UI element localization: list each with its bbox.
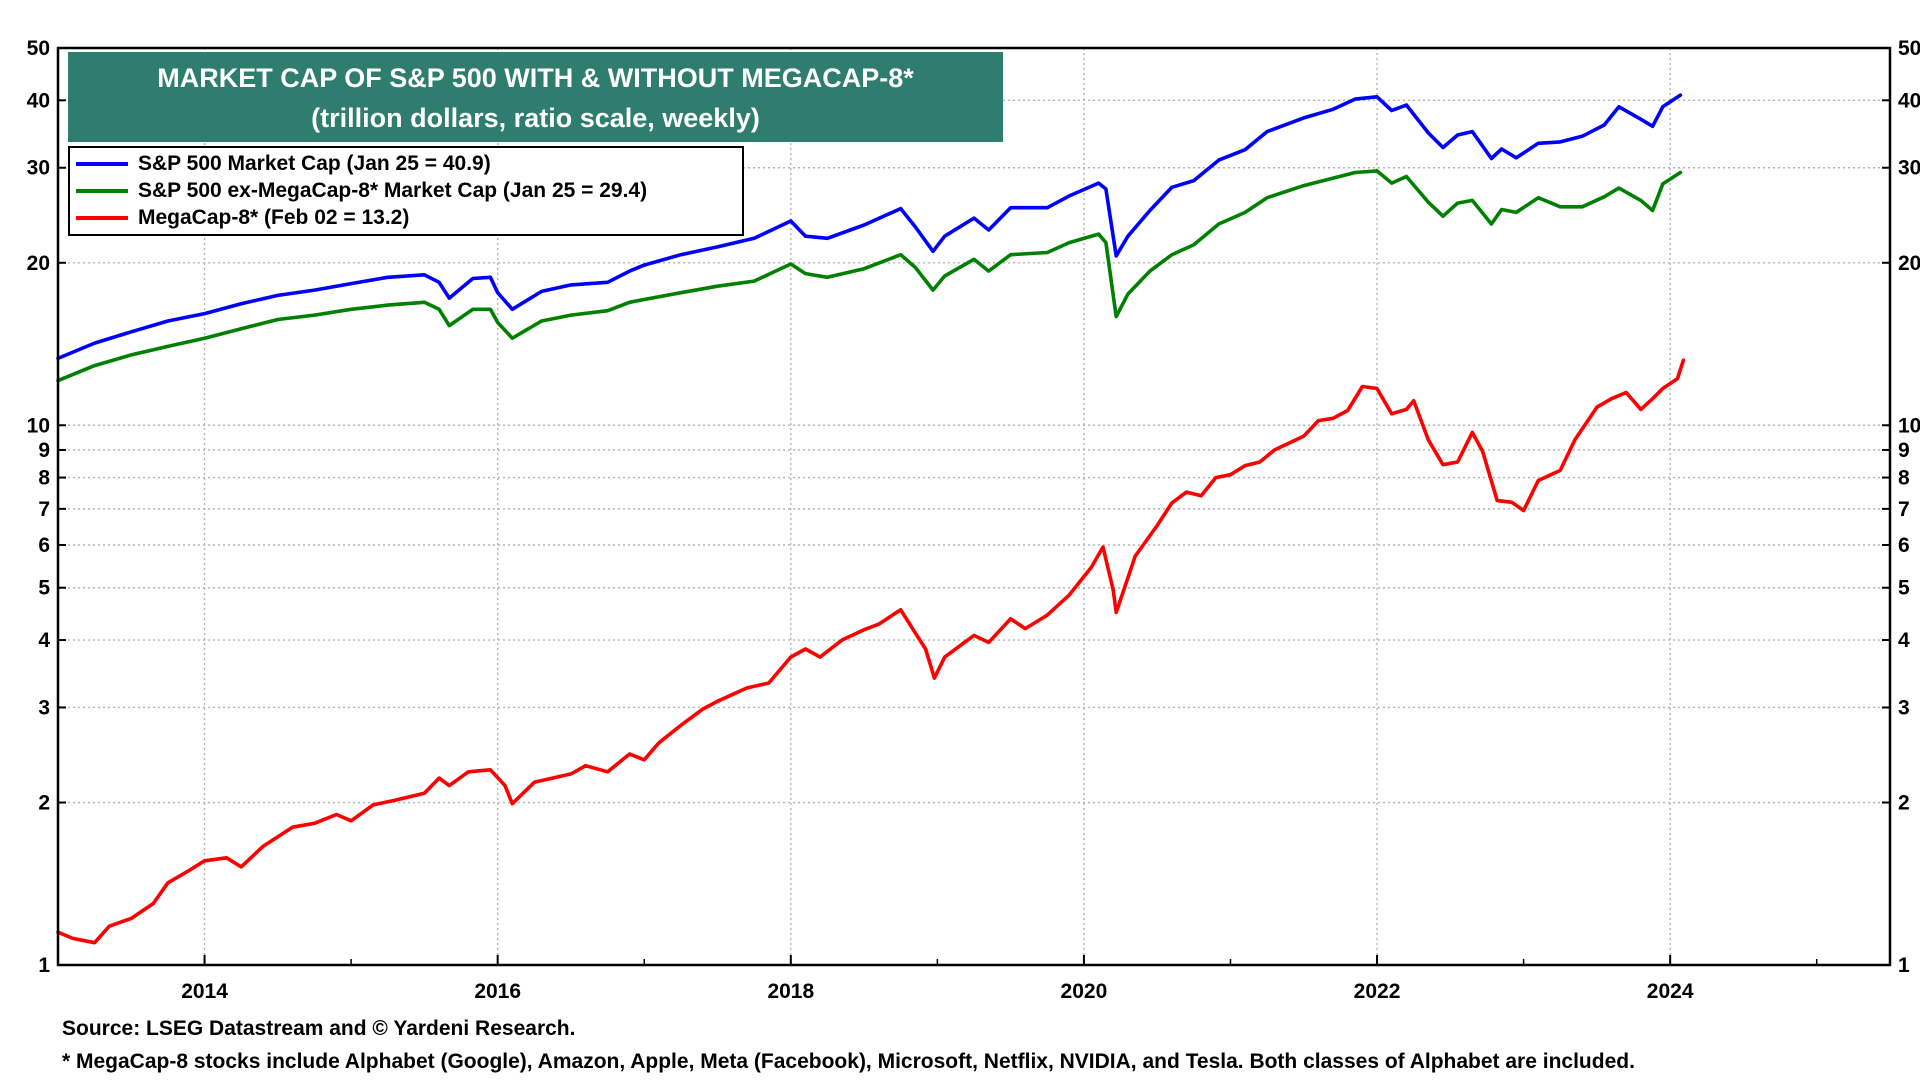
y-tick-label-right: 5 [1898,577,1910,600]
y-tick-label-right: 50 [1898,37,1920,60]
y-tick-label-right: 10 [1898,414,1920,437]
plot-frame [56,46,1892,967]
x-tick-label: 2022 [1354,980,1401,1003]
x-tick-label: 2024 [1647,980,1694,1003]
y-tick-label-left: 9 [38,439,50,462]
legend-swatch-megacap [76,215,128,220]
y-tick-label-right: 4 [1898,629,1910,652]
legend-swatch-ex-megacap [76,188,128,193]
legend-label-ex-megacap: S&P 500 ex-MegaCap-8* Market Cap (Jan 25… [138,178,648,202]
y-tick-label-left: 4 [38,629,50,652]
series-line-1 [56,93,1683,361]
chart-title: MARKET CAP OF S&P 500 WITH & WITHOUT MEG… [157,63,914,93]
y-tick-label-right: 3 [1898,696,1910,719]
y-tick-label-right: 8 [1898,467,1910,490]
y-tick-label-left: 7 [38,498,50,521]
legend-item-sp500: S&P 500 Market Cap (Jan 25 = 40.9) [76,150,742,177]
series-line-2 [56,169,1683,383]
legend-label-sp500: S&P 500 Market Cap (Jan 25 = 40.9) [138,151,491,175]
y-tick-label-left: 8 [38,467,50,490]
x-tick-label: 2014 [181,980,228,1003]
y-tick-label-left: 3 [38,696,50,719]
y-tick-label-left: 50 [27,37,50,60]
legend: S&P 500 Market Cap (Jan 25 = 40.9) S&P 5… [68,146,744,236]
legend-swatch-sp500 [76,161,128,166]
legend-item-ex-megacap: S&P 500 ex-MegaCap-8* Market Cap (Jan 25… [76,177,742,204]
y-tick-label-left: 10 [27,414,50,437]
y-tick-label-right: 9 [1898,439,1910,462]
megacap-footnote: * MegaCap-8 stocks include Alphabet (Goo… [62,1050,1635,1073]
y-tick-label-right: 30 [1898,157,1920,180]
chart-title-box: MARKET CAP OF S&P 500 WITH & WITHOUT MEG… [68,52,1003,142]
y-tick-label-right: 7 [1898,498,1910,521]
series-line-3 [56,358,1686,945]
y-tick-label-right: 20 [1898,252,1920,275]
y-tick-label-left: 20 [27,252,50,275]
y-tick-label-left: 6 [38,534,50,557]
y-tick-label-left: 5 [38,577,50,600]
legend-label-megacap: MegaCap-8* (Feb 02 = 13.2) [138,205,410,229]
y-tick-label-left: 2 [38,792,50,815]
source-note: Source: LSEG Datastream and © Yardeni Re… [62,1017,576,1040]
y-tick-label-right: 1 [1898,954,1910,977]
y-tick-label-right: 2 [1898,792,1910,815]
chart-subtitle: (trillion dollars, ratio scale, weekly) [311,103,760,133]
legend-item-megacap: MegaCap-8* (Feb 02 = 13.2) [76,204,742,231]
x-tick-label: 2020 [1061,980,1108,1003]
y-tick-label-left: 1 [38,954,50,977]
x-tick-label: 2018 [767,980,814,1003]
y-tick-label-left: 40 [27,89,50,112]
y-tick-label-right: 40 [1898,89,1920,112]
x-tick-label: 2016 [474,980,521,1003]
y-tick-label-left: 30 [27,157,50,180]
y-tick-label-right: 6 [1898,534,1910,557]
